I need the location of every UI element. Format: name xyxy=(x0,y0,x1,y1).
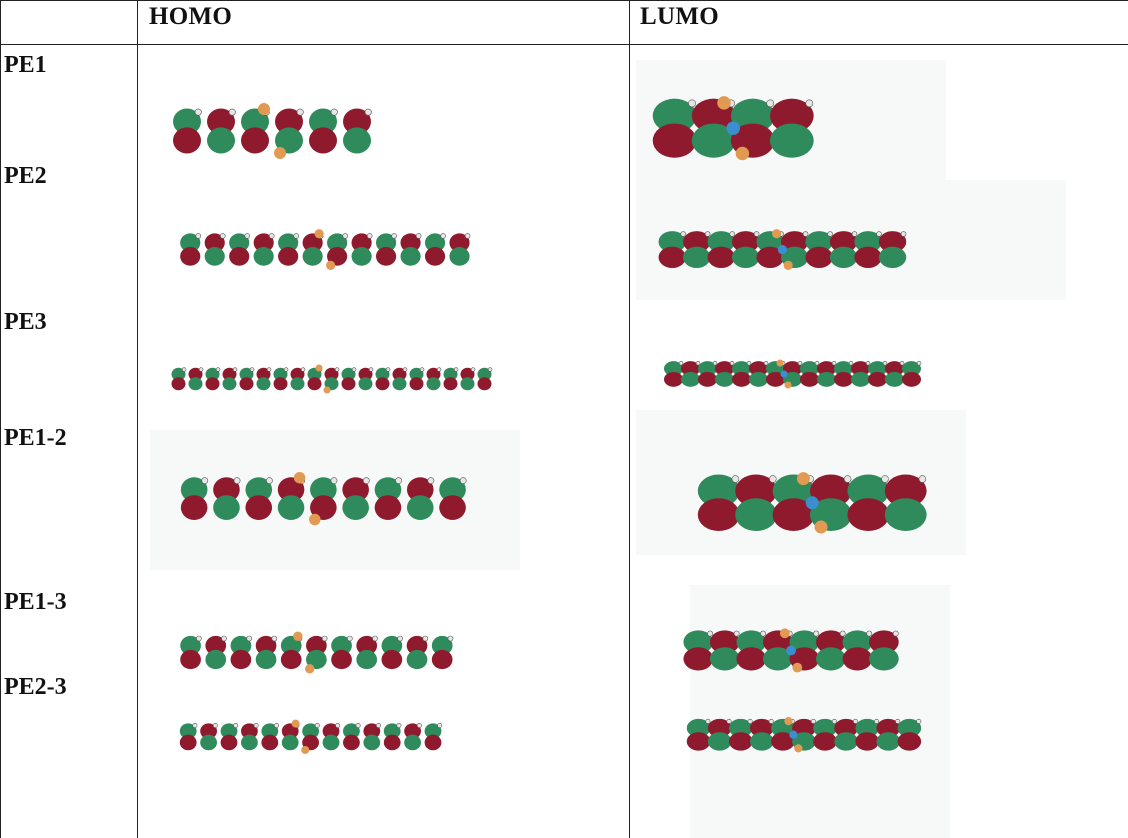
column-divider-label xyxy=(137,0,138,838)
header-homo: HOMO xyxy=(149,3,233,30)
table-border-left xyxy=(0,0,1,838)
table-top-border xyxy=(0,0,1128,1)
header-divider xyxy=(0,44,1128,45)
lumo-orbital-pe1-2 xyxy=(690,445,934,561)
row-label-pe1-3: PE1-3 xyxy=(4,589,67,615)
row-label-pe1-2: PE1-2 xyxy=(4,425,67,451)
lumo-orbital-pe1-3 xyxy=(675,608,907,693)
lumo-orbital-pe2-3 xyxy=(678,700,930,770)
homo-orbital-pe1 xyxy=(160,78,384,184)
lumo-orbital-pe1 xyxy=(645,68,821,188)
lumo-orbital-pe3 xyxy=(655,345,930,403)
row-label-pe3: PE3 xyxy=(4,309,47,335)
homo-orbital-pe3 xyxy=(160,350,503,408)
column-divider-homo-lumo xyxy=(629,0,630,838)
homo-orbital-pe1-3 xyxy=(168,612,465,693)
row-label-pe2-3: PE2-3 xyxy=(4,674,67,700)
row-label-pe1: PE1 xyxy=(4,52,47,78)
homo-orbital-pe2 xyxy=(168,210,482,289)
header-lumo: LUMO xyxy=(640,3,719,30)
row-label-pe2: PE2 xyxy=(4,163,47,189)
homo-orbital-pe1-2 xyxy=(168,448,479,549)
lumo-orbital-pe2 xyxy=(650,210,915,289)
homo-orbital-pe2-3 xyxy=(168,703,453,771)
